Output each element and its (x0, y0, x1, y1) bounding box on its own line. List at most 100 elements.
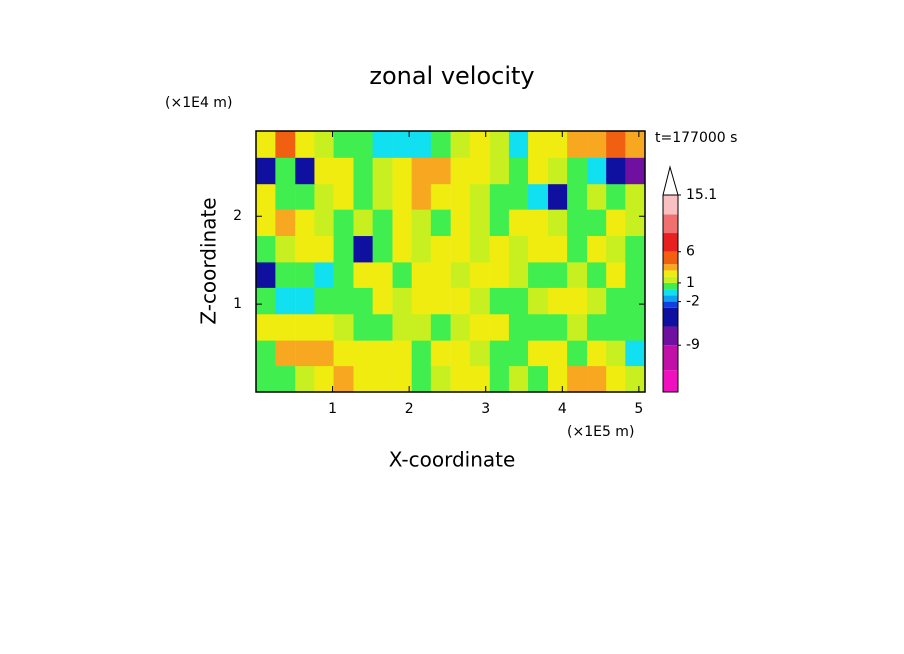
field-cell (450, 287, 471, 315)
field-cell (353, 235, 374, 263)
colorbar-segment (663, 345, 678, 371)
field-cell (333, 261, 354, 288)
field-cell (587, 287, 608, 315)
field-cell (625, 235, 646, 263)
field-cell (333, 287, 354, 315)
field-cell (295, 365, 316, 393)
field-cell (625, 261, 646, 288)
field-cell (567, 287, 588, 315)
colorbar-tick-label: -9 (686, 337, 700, 353)
field-cell (295, 313, 316, 341)
field-cell (353, 287, 374, 315)
field-cell (333, 235, 354, 263)
field-cell (547, 313, 569, 341)
x-tick-label: 4 (558, 401, 567, 417)
field-cell (508, 157, 529, 185)
field-cell (295, 131, 316, 158)
x-tick-label: 2 (405, 401, 414, 417)
field-cell (430, 235, 451, 263)
field-cell (508, 209, 529, 237)
field-cell (625, 339, 646, 367)
field-cell (275, 131, 296, 158)
field-cell (411, 209, 432, 237)
colorbar-extend (662, 165, 679, 196)
field-cell (353, 131, 374, 158)
field-cell (508, 365, 529, 393)
field-cell (411, 235, 432, 263)
field-cell (528, 182, 549, 210)
field-cell (430, 157, 451, 185)
field-cell (606, 157, 627, 185)
field-cell (547, 287, 569, 315)
field-cell (411, 287, 432, 315)
field-cell (392, 313, 413, 341)
field-cell (606, 235, 627, 263)
x-axis-label: X-coordinate (389, 448, 516, 472)
field-cell (392, 131, 413, 158)
field-cell (528, 131, 549, 158)
field-cell (314, 365, 335, 393)
x-tick-label: 5 (634, 401, 643, 417)
field-cell (625, 209, 646, 237)
field-cell (606, 261, 627, 288)
field-cell (314, 182, 335, 210)
y-tick-label: 2 (233, 208, 242, 224)
field-cell (587, 182, 608, 210)
field-cell (587, 261, 608, 288)
field-cell (430, 182, 451, 210)
field-cell (372, 157, 393, 185)
colorbar-segment (663, 282, 678, 290)
y-unit: (×1E4 m) (165, 95, 232, 111)
field-cell (625, 365, 646, 393)
field-cell (469, 235, 490, 263)
field-cell (411, 339, 432, 367)
field-cell (372, 131, 393, 158)
field-cell (333, 157, 354, 185)
field-cell (314, 313, 335, 341)
colorbar-segment (663, 301, 678, 308)
field-cell (256, 182, 277, 210)
field-cell (392, 157, 413, 185)
field-cell (333, 131, 354, 158)
field-cell (353, 313, 374, 341)
colorbar-segment (663, 264, 678, 271)
field-cell (547, 131, 569, 158)
field-cell (314, 131, 335, 158)
field-cell (333, 182, 354, 210)
colorbar-segment (663, 195, 678, 215)
plot-frame (255, 130, 646, 393)
field-cell (430, 287, 451, 315)
field-cell (606, 209, 627, 237)
field-cell (587, 209, 608, 237)
field-cell (587, 365, 608, 393)
y-tick-label: 1 (233, 296, 242, 312)
field-cell (567, 157, 588, 185)
field-cell (606, 365, 627, 393)
chart-title: zonal velocity (369, 62, 534, 90)
field-cell (372, 365, 393, 393)
field-cell (295, 339, 316, 367)
field-cell (508, 313, 529, 341)
field-cell (489, 182, 510, 210)
field-cell (587, 131, 608, 158)
field-cell (567, 365, 588, 393)
field-cell (275, 313, 296, 341)
field-cell (469, 209, 490, 237)
field-cell (256, 261, 277, 288)
field-cell (606, 287, 627, 315)
field-cell (469, 131, 490, 158)
field-cell (256, 157, 277, 185)
field-cell (547, 157, 569, 185)
field-cell (508, 182, 529, 210)
field-cell (587, 339, 608, 367)
field-cell (275, 261, 296, 288)
field-cell (353, 182, 374, 210)
field-cell (372, 235, 393, 263)
field-cell (275, 235, 296, 263)
field-cell (256, 287, 277, 315)
field-cell (314, 287, 335, 315)
field-cell (430, 313, 451, 341)
colorbar-segment (663, 326, 678, 346)
field-cell (411, 365, 432, 393)
